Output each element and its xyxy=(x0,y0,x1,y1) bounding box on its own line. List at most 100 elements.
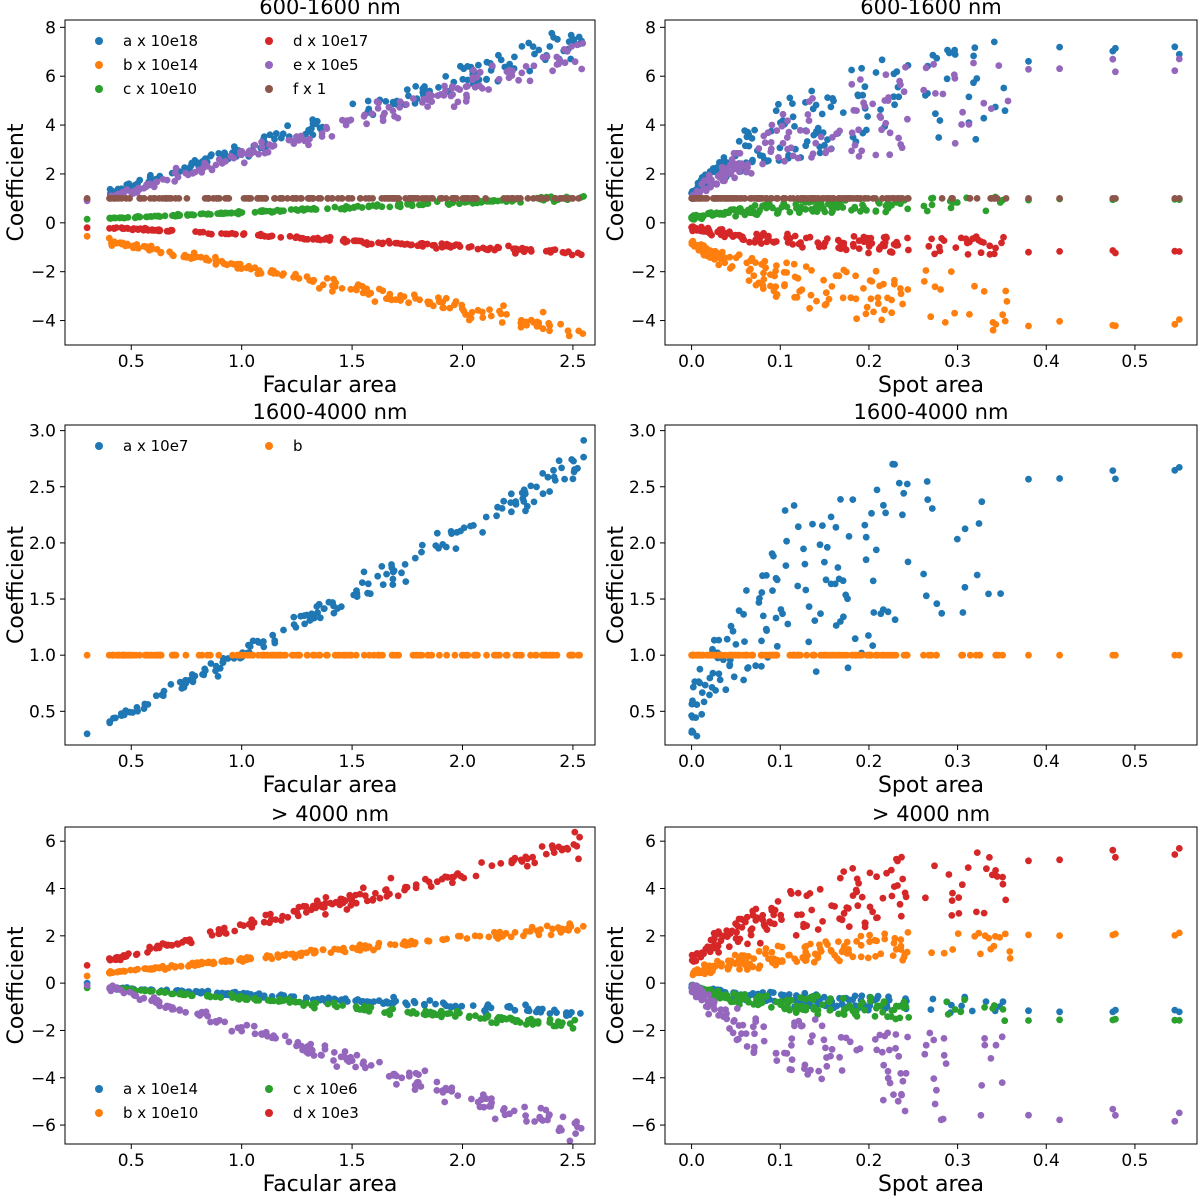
data-point xyxy=(369,195,376,202)
data-point xyxy=(813,297,820,305)
data-point xyxy=(443,651,451,659)
data-point xyxy=(330,609,338,617)
data-point xyxy=(547,931,555,939)
x-tick-label: 2.0 xyxy=(449,1151,476,1171)
data-point xyxy=(777,606,785,613)
data-point xyxy=(535,46,543,54)
data-point xyxy=(568,251,576,259)
data-point xyxy=(889,952,897,959)
data-point xyxy=(836,874,844,882)
data-point xyxy=(872,651,880,659)
data-point xyxy=(554,924,562,931)
data-point xyxy=(823,235,831,243)
data-point xyxy=(437,91,445,98)
data-point xyxy=(411,1086,419,1093)
data-point xyxy=(786,208,794,216)
y-tick-label: 1.0 xyxy=(629,646,656,666)
y-tick-label: 1.0 xyxy=(29,646,56,666)
data-point xyxy=(507,490,515,498)
data-point xyxy=(954,930,962,937)
data-point xyxy=(197,253,205,261)
data-point xyxy=(966,311,973,318)
y-tick-label: −6 xyxy=(631,1116,656,1136)
data-point xyxy=(525,39,533,47)
data-point xyxy=(899,1077,907,1085)
data-point xyxy=(757,651,765,659)
data-point xyxy=(551,477,559,484)
data-point xyxy=(871,936,879,944)
data-point xyxy=(752,259,759,266)
data-point xyxy=(772,1050,780,1057)
data-point xyxy=(809,105,817,113)
data-point xyxy=(857,932,865,940)
data-point xyxy=(491,246,499,254)
data-point xyxy=(963,239,971,247)
data-point xyxy=(392,997,400,1005)
data-point xyxy=(726,195,733,202)
data-point xyxy=(83,962,91,969)
data-point xyxy=(895,134,902,142)
data-point xyxy=(861,83,869,91)
data-point xyxy=(189,676,197,684)
data-point xyxy=(337,205,345,213)
data-point xyxy=(925,651,933,659)
data-point xyxy=(803,651,811,659)
data-point xyxy=(387,941,394,948)
data-point xyxy=(107,968,114,975)
data-point xyxy=(716,676,724,684)
data-point xyxy=(756,939,764,947)
data-point xyxy=(126,195,133,202)
y-tick-label: 4 xyxy=(645,116,656,136)
data-point xyxy=(975,520,983,527)
data-point xyxy=(487,197,495,205)
y-axis-label: Coefficient xyxy=(4,526,29,644)
y-tick-label: −4 xyxy=(31,1069,56,1089)
data-point xyxy=(522,63,530,70)
data-point xyxy=(331,203,339,211)
data-point xyxy=(572,1130,579,1137)
data-point xyxy=(306,1043,314,1051)
data-point xyxy=(987,195,995,202)
data-point xyxy=(248,922,256,930)
data-point xyxy=(322,123,330,131)
data-point xyxy=(924,496,932,503)
data-point xyxy=(842,591,850,599)
y-tick-label: −2 xyxy=(631,1021,656,1041)
data-point xyxy=(339,1002,346,1009)
data-point xyxy=(244,195,252,202)
data-point xyxy=(863,126,870,134)
data-point xyxy=(407,241,414,249)
data-point xyxy=(861,1006,869,1014)
data-point xyxy=(169,990,177,998)
data-point xyxy=(251,208,259,216)
data-point xyxy=(549,845,557,852)
data-point xyxy=(317,901,325,909)
data-point xyxy=(688,951,696,959)
data-point xyxy=(794,523,802,531)
data-point xyxy=(1175,845,1183,852)
data-point xyxy=(808,267,815,274)
data-point xyxy=(977,950,984,958)
data-point xyxy=(951,46,958,54)
y-tick-label: 0.5 xyxy=(29,702,56,722)
data-point xyxy=(703,252,711,260)
data-point xyxy=(763,627,770,634)
data-point xyxy=(538,195,546,202)
data-point xyxy=(421,1067,429,1075)
data-point xyxy=(807,1038,814,1046)
data-point xyxy=(726,253,734,261)
data-point xyxy=(546,1016,554,1023)
data-point xyxy=(477,1096,485,1104)
data-point xyxy=(710,636,718,644)
data-point xyxy=(1175,1008,1183,1016)
data-point xyxy=(410,291,418,299)
x-tick-label: 0.5 xyxy=(1121,352,1148,372)
data-point xyxy=(777,991,785,999)
data-point xyxy=(337,895,345,903)
data-point xyxy=(768,1003,775,1011)
data-point xyxy=(890,1091,897,1098)
data-point xyxy=(730,990,738,998)
data-point xyxy=(118,189,126,197)
data-point xyxy=(825,998,833,1006)
data-point xyxy=(798,911,805,918)
